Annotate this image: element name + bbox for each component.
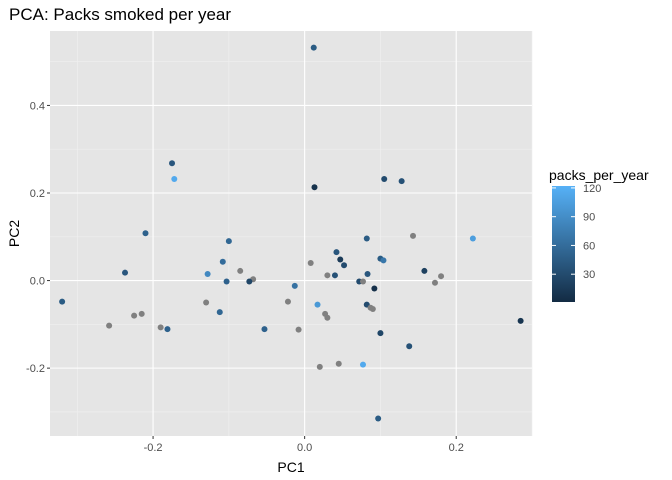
x-tick-label: 0.0 — [297, 442, 312, 454]
data-point — [284, 298, 291, 305]
y-axis-title: PC2 — [6, 220, 22, 247]
data-point — [410, 232, 417, 239]
data-point — [291, 282, 298, 289]
data-point — [59, 298, 66, 305]
data-point — [375, 415, 382, 422]
data-point — [138, 310, 145, 317]
data-point — [131, 312, 138, 319]
data-point — [364, 271, 371, 277]
y-tick-label: 0.0 — [30, 276, 45, 288]
color-legend: packs_per_year 30 60 90 120 — [549, 167, 649, 302]
data-point — [380, 257, 387, 264]
data-point — [219, 258, 226, 265]
plot-panel — [50, 31, 532, 436]
y-tick-label: 0.2 — [30, 188, 45, 200]
data-point — [398, 178, 405, 185]
data-point — [517, 317, 524, 324]
data-point — [335, 360, 342, 367]
data-point — [295, 326, 302, 333]
data-point — [324, 314, 331, 321]
y-tick-label: -0.2 — [26, 363, 45, 375]
data-point — [371, 285, 378, 292]
legend-break-label: 60 — [583, 240, 595, 252]
data-point — [157, 324, 164, 331]
data-point — [225, 238, 232, 245]
data-point — [204, 271, 211, 277]
data-point — [431, 279, 438, 286]
data-point — [223, 278, 230, 285]
data-point — [142, 230, 149, 237]
legend-break-label: 30 — [583, 269, 595, 281]
data-point — [246, 278, 253, 285]
x-axis-title: PC1 — [277, 459, 304, 475]
data-point — [307, 260, 314, 267]
legend-break-label: 90 — [583, 212, 595, 224]
data-point — [359, 278, 366, 285]
x-tick-label: 0.2 — [449, 442, 464, 454]
legend-title: packs_per_year — [549, 167, 649, 183]
data-point — [421, 267, 428, 274]
data-point — [333, 249, 340, 256]
data-point — [164, 326, 171, 333]
axis-ticks: -0.2 0.0 0.2 -0.2 0.0 0.2 0.4 — [26, 100, 464, 454]
data-point — [438, 273, 445, 280]
grid-lines — [50, 31, 533, 436]
data-point — [237, 267, 244, 274]
data-point — [469, 235, 476, 242]
data-point — [363, 235, 370, 242]
legend-breaks: 30 60 90 120 — [552, 183, 601, 281]
data-points — [59, 44, 524, 422]
data-point — [377, 330, 384, 337]
y-tick-label: 0.4 — [30, 100, 45, 112]
chart-title: PCA: Packs smoked per year — [9, 5, 231, 24]
data-point — [406, 343, 413, 350]
data-point — [261, 326, 268, 333]
data-point — [337, 256, 344, 263]
data-point — [331, 272, 338, 279]
data-point — [311, 184, 318, 191]
data-point — [216, 309, 223, 316]
x-tick-label: -0.2 — [144, 442, 163, 454]
data-point — [341, 262, 348, 269]
data-point — [122, 269, 129, 276]
data-point — [310, 44, 317, 51]
legend-break-label: 120 — [583, 183, 601, 195]
data-point — [369, 306, 376, 313]
data-point — [381, 175, 388, 182]
data-point — [324, 272, 331, 279]
data-point — [203, 299, 210, 306]
data-point — [171, 175, 178, 182]
data-point — [169, 160, 176, 167]
data-point — [316, 363, 323, 370]
data-point — [359, 361, 366, 368]
data-point — [106, 322, 113, 329]
data-point — [314, 301, 321, 308]
legend-colorbar — [552, 186, 575, 302]
